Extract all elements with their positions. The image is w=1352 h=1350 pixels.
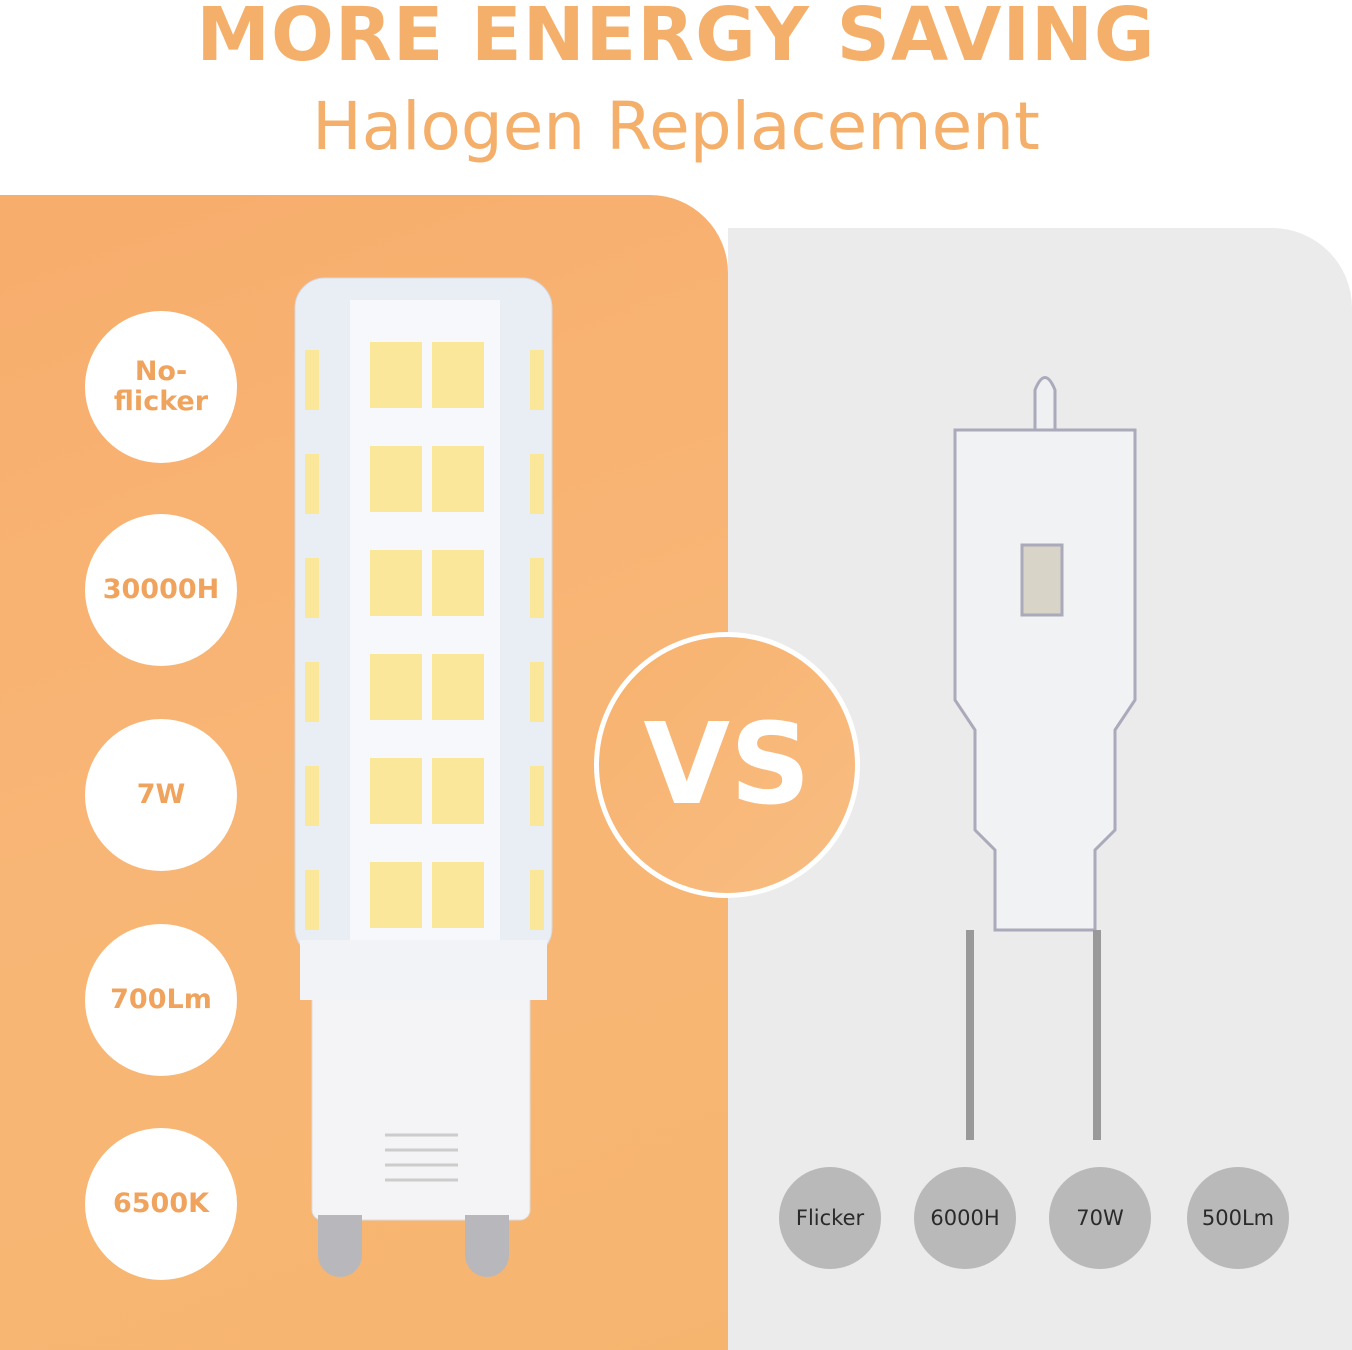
led-chip bbox=[305, 350, 319, 410]
led-chip bbox=[530, 662, 544, 722]
feature-wattage: 7W bbox=[85, 719, 237, 871]
feature-no-flicker: No- flicker bbox=[85, 311, 237, 463]
led-chip bbox=[370, 862, 422, 928]
led-chip bbox=[530, 558, 544, 618]
feature-color-temp: 6500K bbox=[85, 1128, 237, 1280]
led-chip bbox=[432, 758, 484, 824]
headline: MORE ENERGY SAVING bbox=[196, 0, 1156, 78]
led-chip bbox=[305, 870, 319, 930]
led-chip bbox=[530, 350, 544, 410]
led-chip bbox=[530, 454, 544, 514]
led-chip bbox=[305, 558, 319, 618]
vs-badge: VS bbox=[594, 632, 860, 898]
led-bulb-image bbox=[294, 277, 553, 1277]
halogen-feature-lumens: 500Lm bbox=[1187, 1167, 1289, 1269]
halogen-feature-flicker: Flicker bbox=[779, 1167, 881, 1269]
led-chip bbox=[370, 758, 422, 824]
led-chip bbox=[432, 446, 484, 512]
halogen-bulb-image bbox=[953, 376, 1137, 1140]
led-chip bbox=[432, 342, 484, 408]
led-chip bbox=[305, 454, 319, 514]
led-chip bbox=[530, 766, 544, 826]
led-chip bbox=[432, 550, 484, 616]
feature-lumens: 700Lm bbox=[85, 924, 237, 1076]
feature-lifespan: 30000H bbox=[85, 514, 237, 666]
led-chip bbox=[370, 342, 422, 408]
led-chip bbox=[370, 446, 422, 512]
led-chip bbox=[370, 550, 422, 616]
led-chip bbox=[432, 654, 484, 720]
halogen-feature-wattage: 70W bbox=[1049, 1167, 1151, 1269]
led-chip bbox=[305, 662, 319, 722]
led-chip bbox=[370, 654, 422, 720]
led-chip bbox=[530, 870, 544, 930]
led-chip bbox=[305, 766, 319, 826]
led-chip bbox=[432, 862, 484, 928]
subheadline: Halogen Replacement bbox=[312, 88, 1040, 165]
halogen-feature-lifespan: 6000H bbox=[914, 1167, 1016, 1269]
